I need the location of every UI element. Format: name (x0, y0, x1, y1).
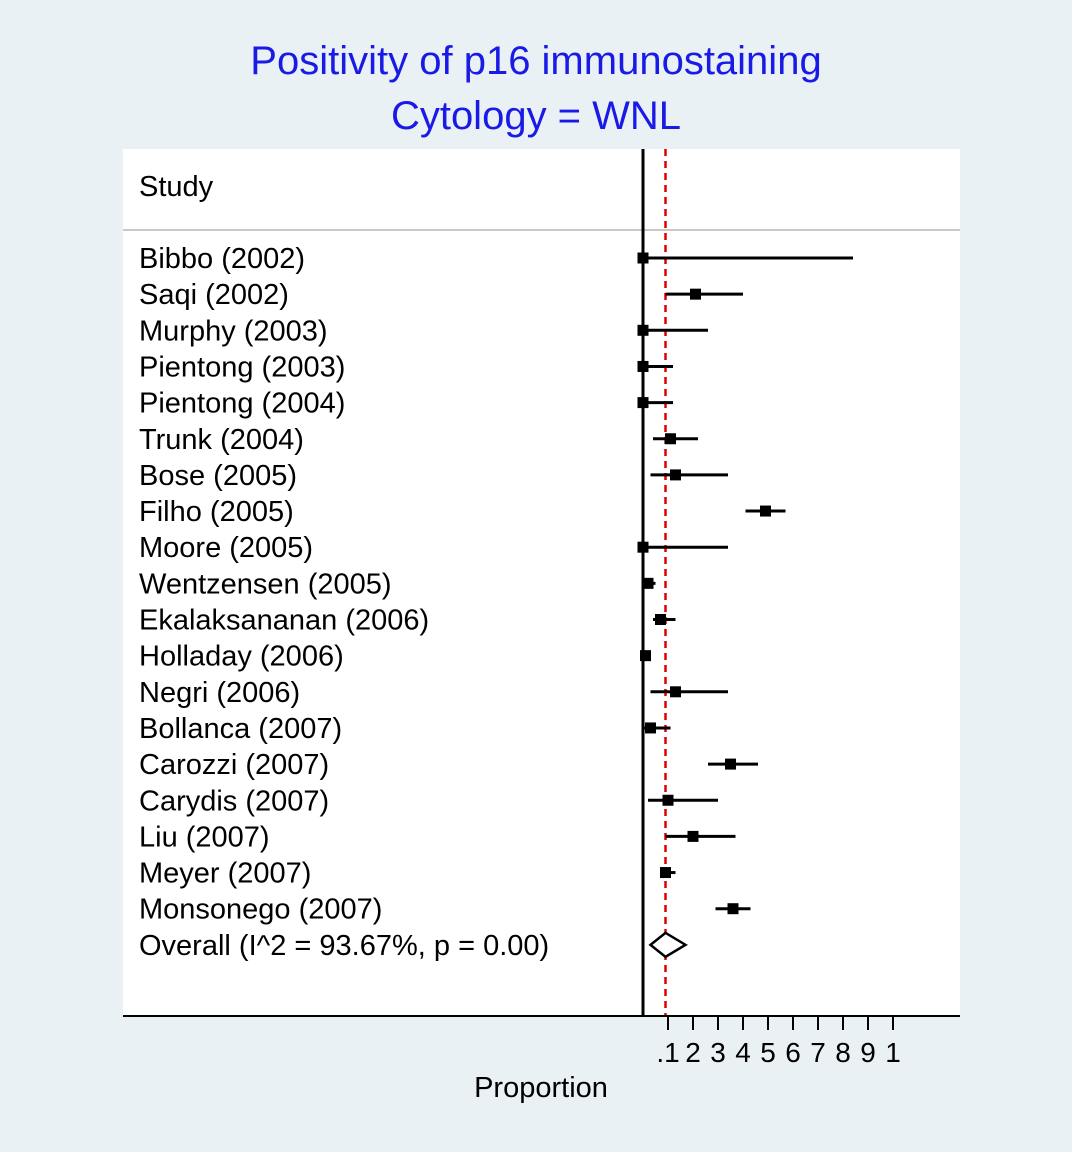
point-estimate (645, 722, 656, 734)
point-estimate (760, 505, 771, 517)
study-label: Carydis (2007) (139, 785, 329, 817)
study-column-header: Study (139, 171, 214, 203)
study-row: Moore (2005) (139, 532, 728, 564)
point-estimate (640, 650, 651, 662)
chart-subtitle: Cytology = WNL (390, 94, 682, 138)
point-estimate (727, 903, 739, 915)
study-row: Liu (2007) (139, 821, 736, 853)
point-estimate (670, 469, 681, 481)
study-label: Murphy (2003) (139, 315, 328, 347)
study-row: Negri (2006) (139, 677, 728, 709)
study-label: Pientong (2003) (139, 351, 345, 383)
study-row: Murphy (2003) (139, 315, 708, 347)
study-row: Holladay (2006) (139, 641, 651, 673)
point-estimate (670, 686, 681, 698)
study-row: Bollanca (2007) (139, 713, 671, 745)
x-axis-label: Proportion (474, 1072, 608, 1104)
study-row: Filho (2005) (139, 496, 786, 528)
study-row: Trunk (2004) (139, 424, 698, 456)
point-estimate (637, 541, 649, 553)
study-row: Monsonego (2007) (139, 894, 751, 926)
point-estimate (660, 867, 671, 879)
x-tick-label: 3 (710, 1037, 726, 1068)
study-label: Liu (2007) (139, 821, 270, 853)
point-estimate (665, 433, 676, 445)
study-label: Bollanca (2007) (139, 713, 342, 745)
chart-title: Positivity of p16 immunostaining (250, 39, 822, 83)
point-estimate (725, 758, 736, 770)
study-label: Bose (2005) (139, 460, 297, 492)
study-row: Ekalaksananan (2006) (139, 605, 676, 637)
study-label: Moore (2005) (139, 532, 313, 564)
point-estimate (662, 794, 674, 806)
point-estimate (637, 360, 649, 372)
study-row: Carydis (2007) (139, 785, 718, 817)
study-label: Ekalaksananan (2006) (139, 605, 429, 637)
x-tick-label: .1 (656, 1037, 679, 1068)
overall-row: Overall (I^2 = 93.67%, p = 0.00) (139, 930, 688, 962)
study-row: Bibbo (2002) (139, 243, 853, 275)
point-estimate (637, 397, 649, 409)
point-estimate (655, 614, 666, 625)
x-tick-label: 6 (785, 1037, 801, 1068)
x-tick-label: 5 (760, 1037, 776, 1068)
x-tick-label: 7 (810, 1037, 826, 1068)
point-estimate (637, 252, 649, 264)
study-label: Filho (2005) (139, 496, 294, 528)
study-row: Bose (2005) (139, 460, 728, 492)
x-tick-label: 1 (885, 1037, 901, 1068)
x-tick-label: 8 (835, 1037, 851, 1068)
study-row: Wentzensen (2005) (139, 568, 656, 600)
study-label: Bibbo (2002) (139, 243, 305, 275)
study-label: Carozzi (2007) (139, 749, 329, 781)
study-row: Meyer (2007) (139, 858, 676, 890)
study-label: Pientong (2004) (139, 388, 345, 420)
point-estimate (642, 577, 654, 589)
study-row: Pientong (2004) (139, 388, 673, 420)
study-label: Negri (2006) (139, 677, 300, 709)
study-row: Carozzi (2007) (139, 749, 758, 781)
point-estimate (687, 830, 699, 842)
overall-label: Overall (I^2 = 93.67%, p = 0.00) (139, 930, 549, 962)
overall-diamond (648, 931, 688, 959)
point-estimate (637, 324, 649, 336)
study-row: Pientong (2003) (139, 351, 673, 383)
point-estimate (690, 288, 701, 300)
x-tick-label: 9 (860, 1037, 876, 1068)
study-row: Saqi (2002) (139, 279, 743, 311)
study-label: Trunk (2004) (139, 424, 304, 456)
study-label: Meyer (2007) (139, 858, 311, 890)
plot-panel (123, 149, 960, 1016)
x-tick-label: 4 (735, 1037, 751, 1068)
study-label: Monsonego (2007) (139, 894, 382, 926)
study-label: Holladay (2006) (139, 641, 344, 673)
study-label: Saqi (2002) (139, 279, 289, 311)
x-tick-label: 2 (685, 1037, 701, 1068)
study-label: Wentzensen (2005) (139, 568, 392, 600)
